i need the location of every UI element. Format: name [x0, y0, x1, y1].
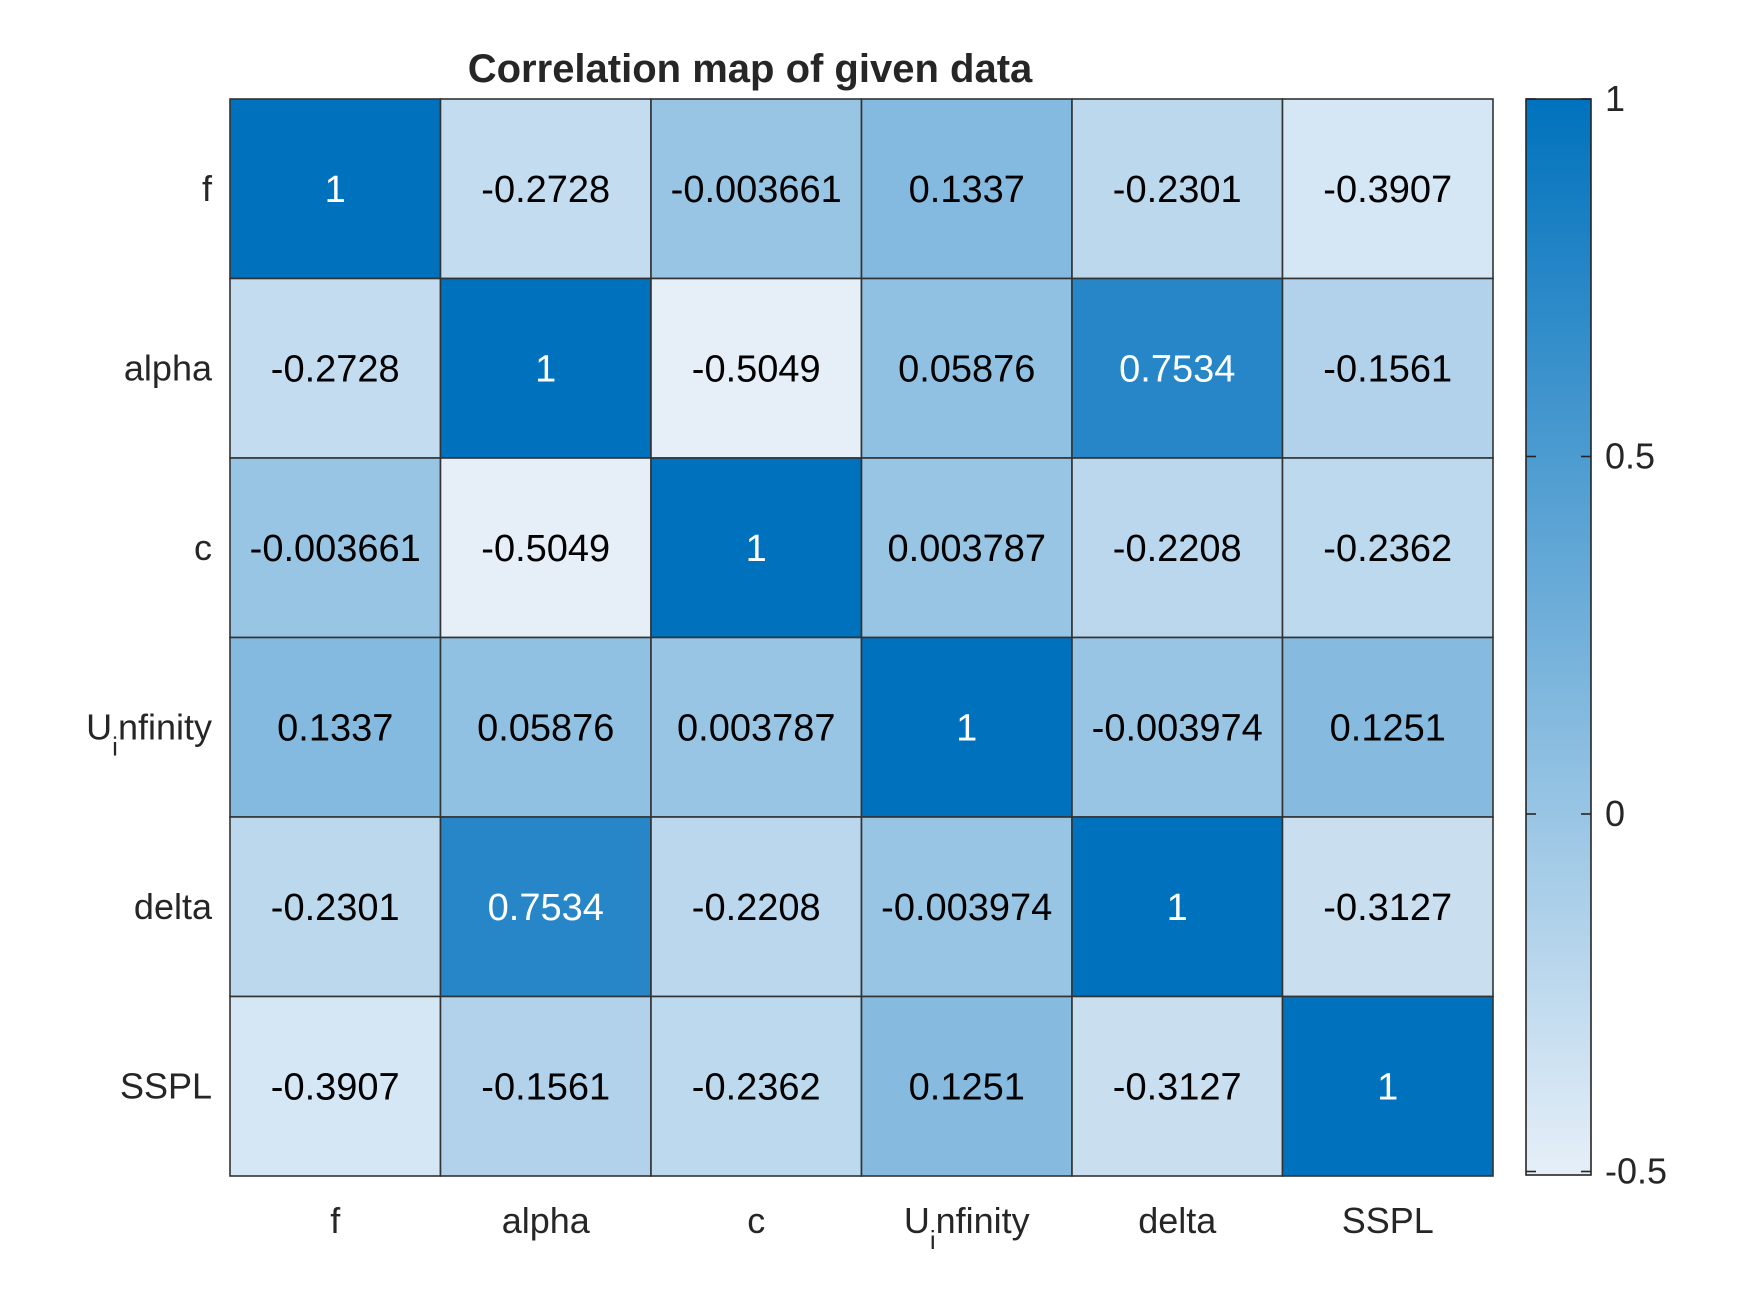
heatmap-cell — [860, 457, 1073, 639]
cell-value-label: 0.1251 — [909, 1066, 1025, 1108]
heatmap-cell — [229, 457, 442, 639]
heatmap-cell — [1071, 636, 1284, 818]
cell-value-label: 0.003787 — [677, 707, 836, 749]
y-tick-label: Uinfinity — [86, 706, 212, 761]
cell-value-label: -0.003974 — [1092, 707, 1263, 749]
heatmap-cell — [229, 995, 442, 1177]
x-tick-label: delta — [1138, 1200, 1217, 1241]
heatmap-cell — [1071, 816, 1284, 998]
colorbar-tick-label: -0.5 — [1605, 1150, 1667, 1191]
x-tick-label: SSPL — [1342, 1200, 1434, 1241]
heatmap-cell — [229, 98, 442, 280]
heatmap-cell — [229, 816, 442, 998]
x-tick-label: alpha — [502, 1200, 591, 1241]
x-tick-label: Uinfinity — [904, 1200, 1030, 1255]
heatmap-cell — [860, 636, 1073, 818]
heatmap-cell — [860, 816, 1073, 998]
cell-value-label: 0.1337 — [909, 169, 1025, 211]
cell-value-label: -0.3127 — [1113, 1066, 1242, 1108]
y-tick-label: c — [194, 527, 212, 568]
cell-value-label: 1 — [535, 348, 556, 390]
cell-value-label: -0.3907 — [271, 1066, 400, 1108]
cell-value-label: 0.7534 — [488, 887, 604, 929]
y-tick-label: SSPL — [120, 1065, 212, 1106]
cell-value-label: 0.05876 — [477, 707, 614, 749]
cell-value-label: -0.2362 — [692, 1066, 821, 1108]
x-tick-label: c — [747, 1200, 765, 1241]
cell-value-label: 0.003787 — [888, 528, 1047, 570]
cell-value-label: 1 — [746, 528, 767, 570]
cell-value-label: -0.3127 — [1323, 887, 1452, 929]
cell-value-label: 1 — [1167, 887, 1188, 929]
heatmap-cell — [1281, 636, 1494, 818]
cell-value-label: -0.2301 — [1113, 169, 1242, 211]
cell-value-label: -0.1561 — [481, 1066, 610, 1108]
heatmap-cell — [650, 98, 863, 280]
heatmap-cell — [1281, 277, 1494, 459]
heatmap-cells: 1 -0.2728 -0.003661 0.1337 -0.2301 -0.3907 -0.… — [229, 98, 1494, 1177]
heatmap-cell — [1281, 995, 1494, 1177]
cell-value-label: 0.05876 — [898, 348, 1035, 390]
heatmap-cell — [1071, 457, 1284, 639]
colorbar-tick-label: 1 — [1605, 78, 1625, 119]
heatmap-cell — [1071, 995, 1284, 1177]
heatmap-cell — [439, 636, 652, 818]
heatmap-cell — [650, 636, 863, 818]
cell-value-label: -0.5049 — [481, 528, 610, 570]
heatmap-cell — [439, 277, 652, 459]
y-tick-label: delta — [134, 886, 213, 927]
y-tick-label: alpha — [124, 347, 213, 388]
heatmap-cell — [1281, 816, 1494, 998]
cell-value-label: -0.1561 — [1323, 348, 1452, 390]
cell-value-label: -0.003661 — [250, 528, 421, 570]
cell-value-label: -0.2301 — [271, 887, 400, 929]
heatmap-cell — [860, 98, 1073, 280]
heatmap-cell — [860, 995, 1073, 1177]
x-tick-label: f — [330, 1200, 341, 1241]
cell-value-label: 1 — [956, 707, 977, 749]
chart-title: Correlation map of given data — [468, 47, 1033, 91]
cell-value-label: -0.003974 — [881, 887, 1052, 929]
heatmap-cell — [229, 636, 442, 818]
cell-value-label: 1 — [1377, 1066, 1398, 1108]
y-axis-labels: f alpha c Uinfinity delta SSPL — [86, 168, 213, 1107]
y-tick-label: f — [202, 168, 213, 209]
cell-value-label: 0.7534 — [1119, 348, 1235, 390]
colorbar-gradient — [1525, 98, 1592, 1176]
heatmap-cell — [650, 457, 863, 639]
heatmap-cell — [439, 98, 652, 280]
heatmap-cell — [650, 816, 863, 998]
colorbar: 1 0.5 0 -0.5 — [1525, 78, 1667, 1191]
cell-value-label: -0.3907 — [1323, 169, 1452, 211]
cell-value-label: 0.1337 — [277, 707, 393, 749]
heatmap-cell — [1071, 98, 1284, 280]
cell-value-label: 0.1251 — [1330, 707, 1446, 749]
heatmap-cell — [1281, 98, 1494, 280]
heatmap-cell — [439, 457, 652, 639]
cell-value-label: -0.2208 — [1113, 528, 1242, 570]
cell-value-label: -0.2208 — [692, 887, 821, 929]
cell-value-label: 1 — [325, 169, 346, 211]
x-axis-labels: f alpha c Uinfinity delta SSPL — [330, 1200, 1434, 1255]
cell-value-label: -0.5049 — [692, 348, 821, 390]
cell-value-label: -0.003661 — [671, 169, 842, 211]
heatmap-cell — [860, 277, 1073, 459]
heatmap-cell — [1281, 457, 1494, 639]
cell-value-label: -0.2362 — [1323, 528, 1452, 570]
cell-value-label: -0.2728 — [271, 348, 400, 390]
colorbar-tick-label: 0.5 — [1605, 435, 1655, 476]
cell-value-label: -0.2728 — [481, 169, 610, 211]
colorbar-tick-label: 0 — [1605, 793, 1625, 834]
